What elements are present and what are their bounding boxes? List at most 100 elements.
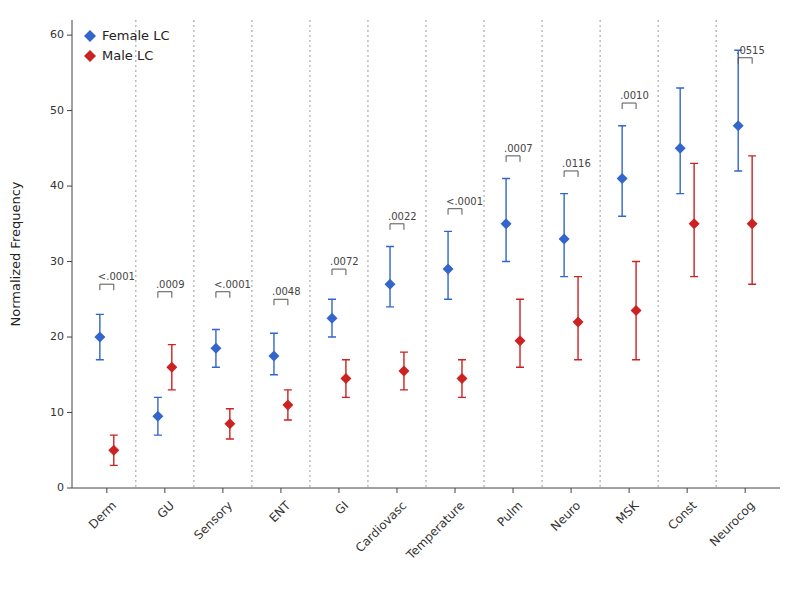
legend-marker [84,50,96,62]
y-tick-label: 20 [50,330,64,343]
y-tick [67,412,72,413]
legend-label: Female LC [102,28,169,43]
x-tick [629,488,630,493]
x-tick [396,488,397,493]
point [282,399,293,410]
y-tick [67,488,72,489]
point [733,120,744,131]
y-tick [67,261,72,262]
marks [94,50,757,465]
x-tick [745,488,746,493]
error-bar [386,246,394,306]
y-tick-label: 40 [50,179,64,192]
x-tick-label: Temperature [403,498,467,562]
y-tick-label: 10 [50,406,64,419]
point [166,362,177,373]
y-tick-label: 30 [50,255,64,268]
group-separator [367,20,368,488]
y-tick [67,35,72,36]
point [675,143,686,154]
point [501,218,512,229]
legend-label: Male LC [102,48,153,63]
point [152,411,163,422]
x-tick-label: Sensory [191,498,235,542]
p-value-label: .0010 [620,90,649,101]
point [210,343,221,354]
x-tick [455,488,456,493]
p-value-bracket [506,156,520,162]
point [340,373,351,384]
point [398,366,409,377]
point [617,173,628,184]
p-value-label: .0022 [388,211,417,222]
y-tick-label: 60 [50,28,64,41]
p-value-label: .0048 [272,286,301,297]
x-tick [164,488,165,493]
x-tick [687,488,688,493]
x-tick-label: Const [665,498,699,532]
error-bar [734,50,742,171]
brackets [100,58,752,306]
y-tick [67,186,72,187]
x-tick-label: Cardiovasc [353,498,410,555]
error-bar [676,88,684,194]
p-value-label: .0007 [504,143,533,154]
p-value-label: .0515 [736,45,765,56]
x-tick-label: GU [155,498,178,521]
p-value-bracket [564,171,578,177]
point [326,313,337,324]
group-separator [542,20,543,488]
y-tick-label: 50 [50,104,64,117]
x-tick-label: GI [332,498,351,517]
y-axis-line [72,20,73,488]
y-tick [67,337,72,338]
x-tick-label: Neurocog [707,498,758,549]
x-tick-label: ENT [266,498,293,525]
group-separator [484,20,485,488]
x-tick [571,488,572,493]
p-value-bracket [390,224,404,230]
p-value-label: .0116 [562,158,591,169]
group-separator [193,20,194,488]
p-value-bracket [158,292,172,298]
p-value-bracket [332,269,346,275]
chart: 0 10 20 30 40 50 60 Normalized Frequency Derm GU S… [0,0,800,600]
group-separator [716,20,717,488]
p-value-bracket [216,292,230,298]
group-separator [426,20,427,488]
x-tick [106,488,107,493]
point [573,316,584,327]
p-value-label: <.0001 [446,196,483,207]
p-value-label: <.0001 [214,279,251,290]
point [456,373,467,384]
point [443,264,454,275]
point [94,332,105,343]
x-axis-line [72,488,780,489]
x-tick [338,488,339,493]
legend-marker [84,30,96,42]
point [268,350,279,361]
p-value-bracket [448,209,462,215]
x-tick-label: MSK [613,498,642,527]
x-tick-label: Neuro [548,498,583,533]
group-separator [135,20,136,488]
x-tick [280,488,281,493]
x-tick-label: Derm [86,498,119,531]
p-value-label: <.0001 [98,271,135,282]
group-separator [658,20,659,488]
x-tick [513,488,514,493]
group-separator [251,20,252,488]
point [515,335,526,346]
x-tick [222,488,223,493]
point [224,418,235,429]
p-value-bracket [622,103,636,109]
p-value-bracket [274,299,288,305]
y-axis-label: Normalized Frequency [8,181,23,326]
x-tick-label: Pulm [495,498,526,529]
error-bar [618,126,626,217]
point [108,445,119,456]
point [747,218,758,229]
p-value-bracket [738,58,752,64]
y-tick-label: 0 [57,481,64,494]
background [0,0,800,600]
